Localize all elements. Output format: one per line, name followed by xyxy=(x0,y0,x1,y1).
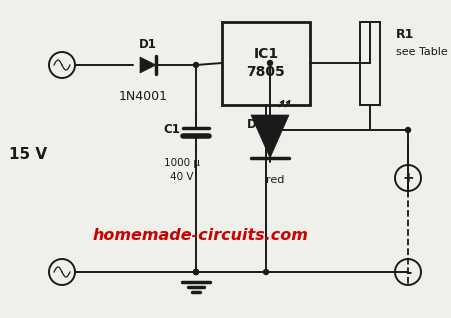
Text: 1N4001: 1N4001 xyxy=(118,91,167,103)
Circle shape xyxy=(263,269,268,274)
Text: red: red xyxy=(265,175,284,185)
Polygon shape xyxy=(140,57,156,73)
Circle shape xyxy=(405,128,410,133)
Circle shape xyxy=(193,63,198,67)
Text: 15 V: 15 V xyxy=(9,148,47,162)
Text: D1: D1 xyxy=(139,38,156,52)
Text: see Table: see Table xyxy=(395,47,447,57)
Text: -: - xyxy=(404,265,410,280)
Circle shape xyxy=(267,60,272,66)
Polygon shape xyxy=(250,115,288,158)
Text: 1000 μ
40 V: 1000 μ 40 V xyxy=(164,158,199,182)
Circle shape xyxy=(193,269,198,274)
Bar xyxy=(359,22,379,105)
Circle shape xyxy=(193,269,198,274)
Text: +: + xyxy=(401,171,413,185)
Bar xyxy=(221,22,309,105)
Text: D2: D2 xyxy=(246,119,264,132)
Text: 7805: 7805 xyxy=(246,65,285,79)
Text: R1: R1 xyxy=(395,27,414,40)
Text: IC1: IC1 xyxy=(253,47,278,61)
Text: C1: C1 xyxy=(163,123,180,136)
Text: homemade-circuits.com: homemade-circuits.com xyxy=(92,227,307,243)
